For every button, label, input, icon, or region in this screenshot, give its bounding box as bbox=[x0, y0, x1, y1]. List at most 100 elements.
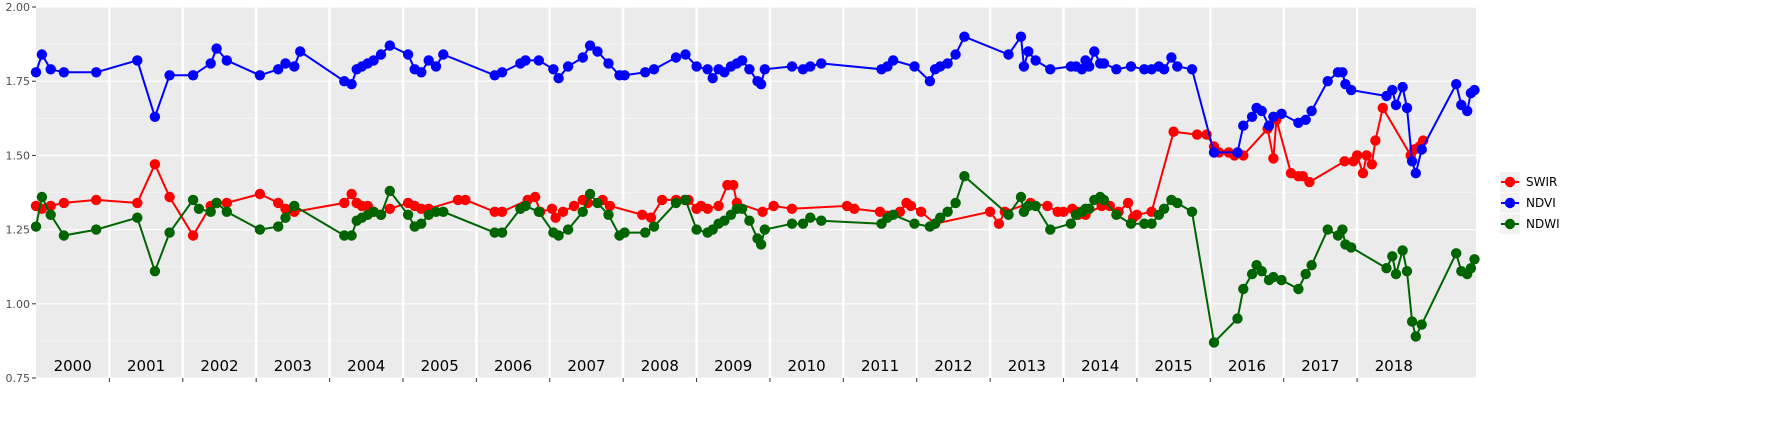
legend-key-point bbox=[1504, 197, 1516, 209]
data-point bbox=[1306, 260, 1317, 271]
data-point bbox=[1469, 84, 1480, 96]
data-point bbox=[1465, 263, 1477, 274]
data-point bbox=[489, 227, 500, 238]
data-point bbox=[1339, 156, 1350, 167]
data-point bbox=[1238, 283, 1249, 295]
data-point bbox=[1023, 200, 1034, 212]
data-point bbox=[1015, 191, 1027, 203]
data-point bbox=[280, 58, 291, 69]
data-point bbox=[91, 224, 102, 235]
data-point bbox=[1410, 331, 1422, 342]
data-point bbox=[254, 188, 266, 200]
data-point bbox=[423, 55, 434, 66]
data-point bbox=[1268, 111, 1279, 123]
data-point bbox=[702, 64, 713, 75]
data-point bbox=[759, 224, 770, 235]
data-point bbox=[670, 197, 682, 209]
data-point bbox=[1030, 55, 1041, 66]
year-label: 2011 bbox=[861, 357, 899, 375]
data-point bbox=[768, 200, 779, 212]
data-point bbox=[648, 64, 660, 75]
data-point bbox=[132, 212, 143, 223]
data-point bbox=[187, 70, 199, 81]
data-point bbox=[1084, 203, 1095, 214]
data-point bbox=[221, 197, 232, 209]
data-point bbox=[289, 200, 300, 212]
data-point bbox=[187, 194, 199, 206]
data-point bbox=[30, 221, 42, 232]
data-point bbox=[1293, 283, 1304, 295]
data-point bbox=[1131, 209, 1143, 220]
year-label: 2013 bbox=[1008, 357, 1046, 375]
data-point bbox=[30, 67, 42, 78]
data-point bbox=[1098, 194, 1110, 206]
data-point bbox=[1232, 313, 1243, 324]
data-point bbox=[1146, 218, 1157, 229]
data-point bbox=[744, 64, 755, 75]
data-point bbox=[1366, 159, 1378, 170]
data-point bbox=[1023, 46, 1034, 57]
data-point bbox=[1003, 49, 1014, 60]
data-point bbox=[1469, 254, 1480, 265]
year-label: 2012 bbox=[934, 357, 972, 375]
data-point bbox=[339, 230, 350, 241]
data-point bbox=[797, 218, 809, 229]
data-point bbox=[36, 191, 48, 203]
year-label: 2017 bbox=[1301, 357, 1339, 375]
data-point bbox=[1003, 209, 1014, 220]
data-point bbox=[254, 70, 266, 81]
data-point bbox=[1300, 268, 1311, 280]
data-point bbox=[1238, 120, 1249, 131]
data-point bbox=[816, 215, 827, 226]
data-point bbox=[568, 200, 580, 212]
data-point bbox=[1351, 150, 1363, 161]
data-point bbox=[1208, 337, 1220, 348]
data-point bbox=[221, 206, 232, 217]
data-point bbox=[187, 230, 199, 241]
data-point bbox=[1045, 64, 1056, 75]
data-point bbox=[149, 111, 161, 123]
year-label: 2016 bbox=[1228, 357, 1266, 375]
data-point bbox=[1451, 79, 1462, 90]
data-point bbox=[909, 218, 920, 229]
data-point bbox=[1256, 266, 1267, 277]
data-point bbox=[905, 200, 917, 212]
data-point bbox=[496, 227, 508, 238]
data-point bbox=[640, 227, 651, 238]
data-point bbox=[1406, 316, 1418, 327]
data-point bbox=[452, 194, 464, 206]
data-point bbox=[273, 197, 284, 209]
data-point bbox=[254, 224, 266, 235]
data-point bbox=[637, 209, 648, 220]
data-point bbox=[656, 194, 668, 206]
data-point bbox=[713, 200, 724, 212]
data-point bbox=[1397, 245, 1408, 256]
data-point bbox=[755, 79, 767, 90]
data-point bbox=[1122, 197, 1134, 209]
data-point bbox=[280, 203, 291, 214]
data-point bbox=[1300, 114, 1311, 126]
data-point bbox=[1337, 67, 1348, 78]
year-labels: 2000 2001 2002 2003 2004 2005 2006 2007 2008 2009… bbox=[54, 357, 1413, 375]
data-point bbox=[1246, 268, 1258, 280]
data-point bbox=[1306, 105, 1317, 117]
data-point bbox=[1387, 251, 1398, 262]
data-point bbox=[460, 194, 471, 206]
data-point bbox=[816, 58, 827, 69]
data-point bbox=[1186, 64, 1198, 75]
data-point bbox=[58, 230, 70, 241]
data-point bbox=[1387, 84, 1398, 96]
data-point bbox=[1232, 147, 1243, 158]
data-point bbox=[1410, 168, 1422, 179]
data-point bbox=[402, 49, 414, 60]
data-point bbox=[942, 206, 953, 217]
year-label: 2018 bbox=[1375, 357, 1413, 375]
data-point bbox=[1381, 263, 1392, 274]
data-point bbox=[1346, 242, 1357, 253]
data-point bbox=[289, 61, 300, 72]
data-point bbox=[546, 203, 558, 214]
legend-key-point bbox=[1504, 176, 1516, 188]
data-point bbox=[1401, 266, 1413, 277]
data-point bbox=[1416, 319, 1427, 330]
data-point bbox=[1268, 271, 1279, 283]
